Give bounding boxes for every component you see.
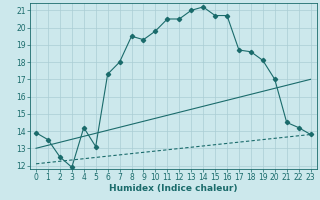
X-axis label: Humidex (Indice chaleur): Humidex (Indice chaleur): [109, 184, 237, 193]
